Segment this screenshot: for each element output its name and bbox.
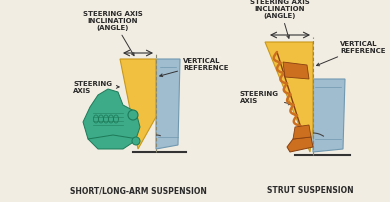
Text: STRUT SUSPENSION: STRUT SUSPENSION: [267, 186, 353, 195]
Text: STEERING AXIS
INCLINATION
(ANGLE): STEERING AXIS INCLINATION (ANGLE): [250, 0, 310, 39]
Text: VERTICAL
REFERENCE: VERTICAL REFERENCE: [317, 41, 385, 66]
Polygon shape: [88, 135, 138, 149]
Text: VERTICAL
REFERENCE: VERTICAL REFERENCE: [160, 58, 229, 77]
Text: STEERING
AXIS: STEERING AXIS: [240, 90, 291, 105]
Polygon shape: [156, 60, 180, 149]
Polygon shape: [83, 89, 140, 145]
Polygon shape: [313, 80, 345, 152]
Text: SHORT/LONG-ARM SUSPENSION: SHORT/LONG-ARM SUSPENSION: [69, 186, 206, 195]
Polygon shape: [287, 137, 313, 152]
Polygon shape: [120, 60, 156, 149]
Circle shape: [132, 137, 140, 145]
Polygon shape: [293, 125, 311, 139]
Text: STEERING AXIS
INCLINATION
(ANGLE): STEERING AXIS INCLINATION (ANGLE): [83, 11, 143, 56]
Polygon shape: [283, 63, 309, 80]
Circle shape: [128, 110, 138, 120]
Polygon shape: [265, 43, 313, 152]
Text: STEERING
AXIS: STEERING AXIS: [73, 81, 119, 94]
